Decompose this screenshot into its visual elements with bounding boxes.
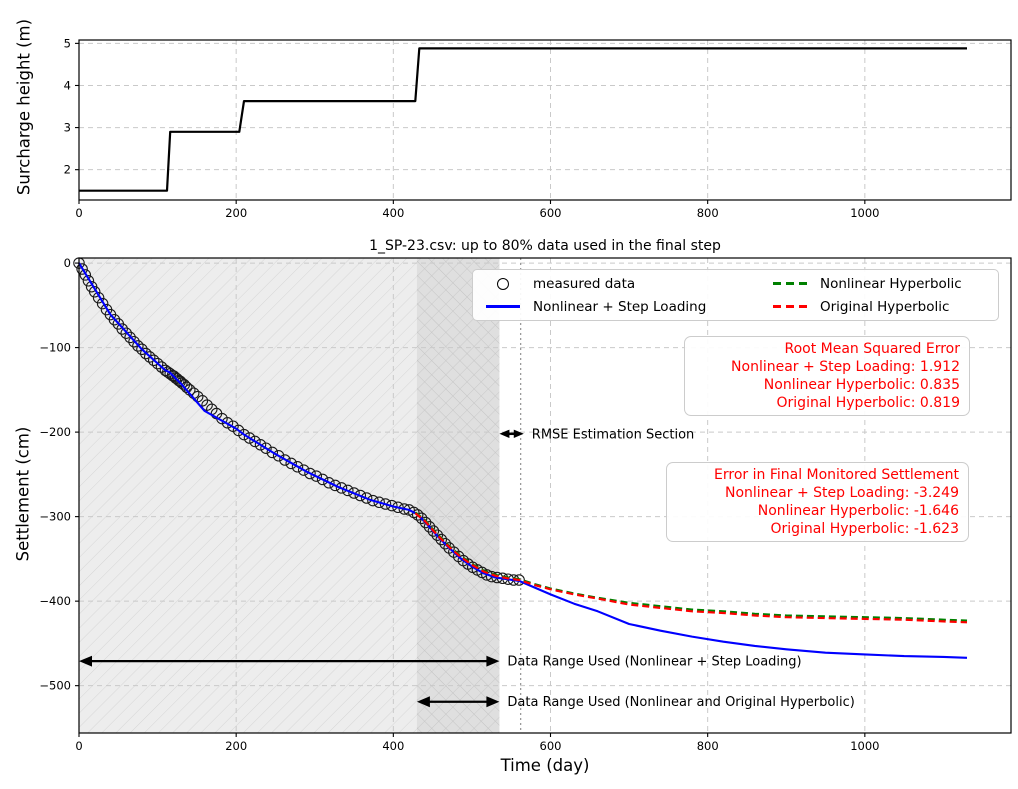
x-tick-label: 0	[75, 739, 82, 753]
y-tick-label: −400	[39, 594, 71, 608]
chart-title: 1_SP-23.csv: up to 80% data used in the …	[369, 238, 721, 254]
x-tick-label: 600	[540, 739, 562, 753]
nonlinear-hyperbolic-dash-icon	[772, 282, 808, 285]
arrow-rmse-estimation-section: RMSE Estimation Section	[499, 427, 694, 442]
y-tick-label: 4	[64, 78, 71, 92]
y-tick-label: −500	[39, 679, 71, 693]
final-error-annotation-box: Error in Final Monitored Settlement Nonl…	[666, 462, 969, 542]
annotation-line: Original Hyperbolic: 0.819	[776, 395, 960, 411]
legend-item-nonlinear-hyperbolic: Nonlinear Hyperbolic	[760, 272, 998, 295]
legend-item-measured-data: measured data	[473, 272, 760, 295]
series-nonlinear-step-loading	[78, 262, 968, 659]
x-tick-label: 1000	[850, 739, 879, 753]
top-y-axis-label: Surcharge height (m)	[14, 18, 34, 196]
x-tick-label: 400	[382, 206, 404, 220]
y-tick-label: −300	[39, 510, 71, 524]
x-axis-label: Time (day)	[500, 756, 590, 775]
x-tick-label: 200	[225, 739, 247, 753]
x-tick-label: 200	[225, 206, 247, 220]
annotation-line: Nonlinear + Step Loading: 1.912	[731, 359, 960, 375]
arrow-data-range-step-loading: Data Range Used (Nonlinear + Step Loadin…	[79, 655, 802, 670]
y-tick-label: 3	[64, 121, 71, 135]
annotation-line: Nonlinear + Step Loading: -3.249	[724, 485, 959, 501]
y-tick-label: −200	[39, 425, 71, 439]
legend-column-1: measured data Nonlinear + Step Loading	[473, 272, 760, 318]
arrow-data-range-hyperbolic: Data Range Used (Nonlinear and Original …	[416, 695, 855, 710]
y-tick-label: 0	[64, 256, 71, 270]
series-surcharge-height	[79, 47, 967, 192]
original-hyperbolic-dash-icon	[772, 305, 808, 308]
legend-label: Nonlinear + Step Loading	[533, 298, 707, 315]
rmse-annotation-box: Root Mean Squared Error Nonlinear + Step…	[684, 336, 970, 416]
y-tick-label: −100	[39, 341, 71, 355]
y-tick-label: 2	[64, 163, 71, 177]
x-tick-label: 800	[697, 739, 719, 753]
legend-item-step-loading: Nonlinear + Step Loading	[473, 295, 760, 318]
y-tick-label: 5	[64, 36, 71, 50]
legend-column-2: Nonlinear Hyperbolic Original Hyperbolic	[760, 272, 998, 318]
legend: measured data Nonlinear + Step Loading N…	[472, 269, 999, 321]
x-tick-label: 0	[75, 206, 82, 220]
series-measured-data	[73, 257, 525, 586]
axes-frame	[78, 257, 1012, 734]
legend-item-original-hyperbolic: Original Hyperbolic	[760, 295, 998, 318]
annotation-line: Error in Final Monitored Settlement	[714, 467, 959, 483]
x-tick-label: 800	[697, 206, 719, 220]
x-tick-label: 400	[382, 739, 404, 753]
arrow-label: RMSE Estimation Section	[532, 427, 695, 442]
legend-label: Nonlinear Hyperbolic	[820, 275, 962, 292]
x-tick-label: 600	[540, 206, 562, 220]
step-loading-line-icon	[485, 305, 521, 308]
annotation-line: Nonlinear Hyperbolic: -1.646	[757, 503, 959, 519]
measured-data-marker-icon	[485, 277, 521, 290]
axes-frame	[78, 39, 1012, 201]
bottom-y-axis-label: Settlement (cm)	[13, 426, 33, 562]
legend-label: measured data	[533, 275, 636, 292]
arrow-label: Data Range Used (Nonlinear + Step Loadin…	[507, 655, 801, 670]
legend-label: Original Hyperbolic	[820, 298, 950, 315]
arrow-label: Data Range Used (Nonlinear and Original …	[507, 695, 854, 710]
annotation-line: Nonlinear Hyperbolic: 0.835	[763, 377, 960, 393]
annotation-line: Root Mean Squared Error	[784, 341, 960, 357]
x-tick-label: 1000	[850, 206, 879, 220]
annotation-line: Original Hyperbolic: -1.623	[770, 521, 959, 537]
